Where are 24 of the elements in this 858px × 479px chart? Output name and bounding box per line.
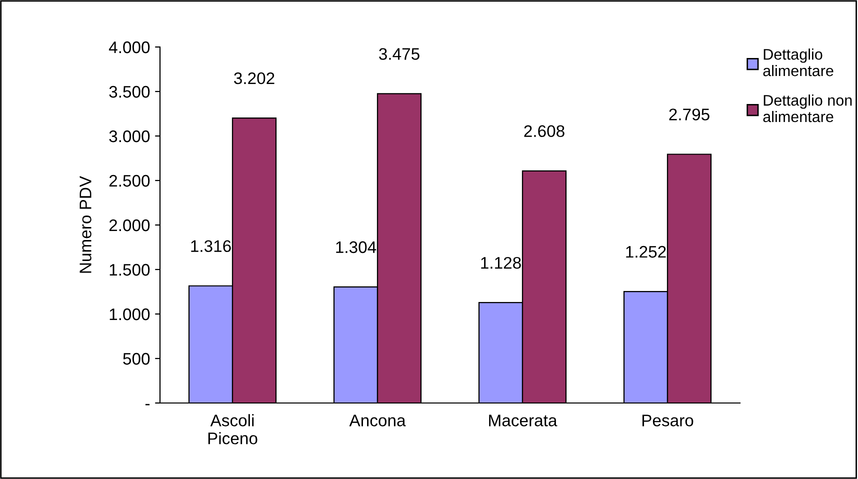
y-tick-label: 500	[123, 352, 150, 365]
y-tick-label: -	[145, 404, 150, 406]
y-tick-label: 1.000	[110, 308, 150, 320]
data-label: 1.128	[481, 256, 521, 269]
y-tick-label: 2.500	[109, 174, 150, 187]
data-label: 1.252	[626, 246, 666, 258]
y-tick-label: 4.000	[108, 41, 150, 54]
data-label: 2.608	[524, 125, 564, 138]
y-tick-label: 1.500	[110, 264, 150, 276]
legend-label: Dettaglio non alimentare	[763, 94, 852, 122]
data-label: 1.316	[191, 240, 231, 252]
y-tick-label: 3.500	[109, 86, 150, 98]
x-tick-label: Pesaro	[642, 414, 694, 426]
y-tick-label: 3.000	[109, 130, 150, 142]
data-label: 3.202	[234, 72, 274, 84]
y-tick-label: 2.000	[109, 219, 150, 232]
legend-label: Dettaglio alimentare	[763, 48, 834, 76]
data-label: 1.304	[336, 241, 376, 254]
x-tick-label: Macerata	[489, 414, 558, 426]
x-tick-label: Ancona	[349, 414, 406, 426]
data-label: 2.795	[669, 108, 710, 120]
x-tick-label: Ascoli Piceno	[208, 414, 258, 444]
data-label: 3.475	[379, 48, 420, 60]
y-axis-title: Numero PDV	[80, 176, 92, 273]
